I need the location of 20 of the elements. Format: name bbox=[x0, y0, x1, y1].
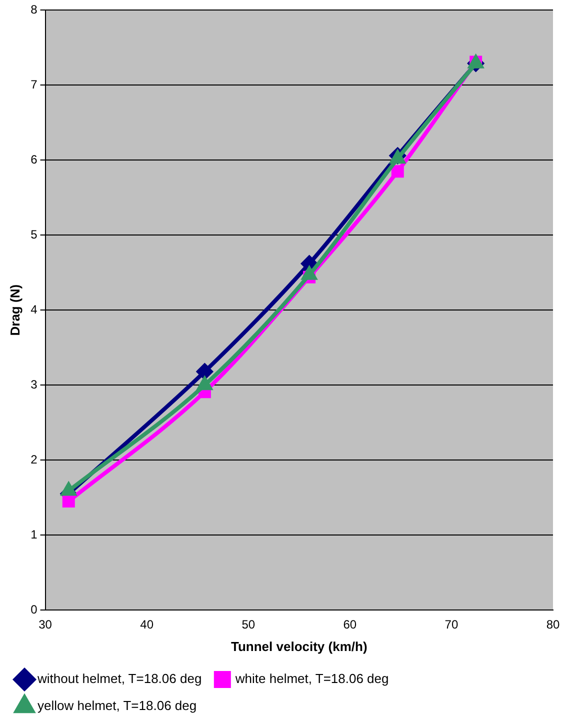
x-tick-label: 60 bbox=[343, 618, 357, 632]
y-tick-label: 1 bbox=[30, 527, 38, 542]
x-tick-label: 70 bbox=[444, 618, 458, 632]
y-tick-label: 2 bbox=[30, 452, 38, 466]
x-tick-label: 30 bbox=[38, 618, 52, 632]
y-axis-title: Drag (N) bbox=[7, 284, 22, 336]
y-tick-label: 4 bbox=[30, 302, 38, 316]
y-tick-label: 0 bbox=[30, 602, 38, 616]
y-tick-label: 6 bbox=[30, 152, 38, 166]
x-tick-label: 40 bbox=[140, 618, 154, 632]
x-axis-title: Tunnel velocity (km/h) bbox=[230, 638, 368, 654]
legend-label: yellow helmet, T=18.06 deg bbox=[38, 698, 197, 714]
y-tick-label: 3 bbox=[30, 377, 38, 392]
y-tick-label: 7 bbox=[30, 77, 38, 92]
x-tick-label: 50 bbox=[242, 618, 256, 632]
y-tick-label: 8 bbox=[30, 2, 38, 17]
legend-label: without helmet, T=18.06 deg bbox=[36, 671, 202, 686]
y-tick-label: 5 bbox=[30, 227, 38, 242]
x-tick-label: 80 bbox=[546, 618, 560, 632]
legend-label: white helmet, T=18.06 deg bbox=[234, 671, 389, 686]
